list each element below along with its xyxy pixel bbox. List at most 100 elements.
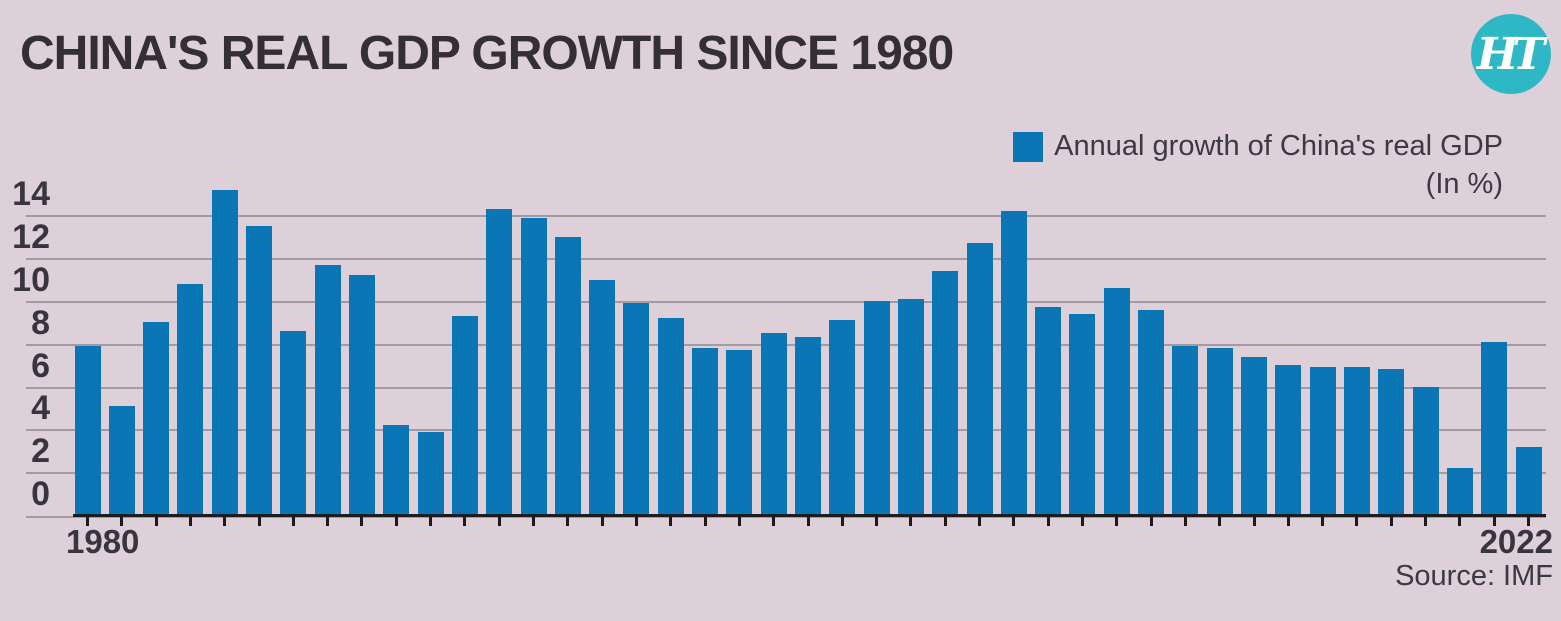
x-tick [840, 514, 844, 526]
bar [1241, 357, 1268, 515]
y-axis-label: 4 [31, 389, 50, 428]
ht-logo: HT [1471, 14, 1551, 94]
x-tick [223, 514, 227, 526]
bar [897, 299, 924, 515]
x-tick [875, 514, 879, 526]
ht-logo-text: HT [1476, 28, 1545, 80]
gridline [26, 258, 1546, 261]
bar [1343, 367, 1370, 515]
x-tick [1355, 514, 1359, 526]
bar [1206, 348, 1233, 515]
bar [1138, 310, 1165, 515]
x-tick [1286, 514, 1290, 526]
x-axis-label-first: 1980 [66, 523, 140, 560]
bar [1481, 342, 1508, 515]
x-tick [978, 514, 982, 526]
bar [314, 265, 341, 515]
x-tick [806, 514, 810, 526]
x-tick [1183, 514, 1187, 526]
x-tick [497, 514, 501, 526]
x-tick [291, 514, 295, 526]
legend: Annual growth of China's real GDP (In %) [1013, 130, 1503, 201]
x-tick [909, 514, 913, 526]
bar [657, 318, 684, 515]
x-tick [1458, 514, 1462, 526]
bar [1378, 369, 1405, 515]
x-tick [1080, 514, 1084, 526]
bar [417, 432, 444, 515]
x-tick [566, 514, 570, 526]
x-tick [154, 514, 158, 526]
y-axis-label: 8 [31, 303, 50, 342]
bar [1172, 346, 1199, 515]
bar [863, 301, 890, 515]
x-tick [188, 514, 192, 526]
bar [280, 331, 307, 515]
bar [451, 316, 478, 515]
bar [177, 284, 204, 515]
bar [1309, 367, 1336, 515]
bar [1446, 468, 1473, 515]
bar [726, 350, 753, 515]
x-tick [1424, 514, 1428, 526]
x-tick [1527, 514, 1531, 526]
x-tick [429, 514, 433, 526]
gridline [26, 301, 1546, 303]
x-tick [1115, 514, 1119, 526]
x-tick [772, 514, 776, 526]
y-axis-label: 10 [12, 261, 50, 299]
x-tick [669, 514, 673, 526]
x-tick [634, 514, 638, 526]
y-axis-label: 2 [31, 432, 50, 471]
legend-label: Annual growth of China's real GDP [1054, 130, 1503, 162]
x-tick [532, 514, 536, 526]
x-axis-label-last: 2022 [1479, 523, 1553, 560]
x-tick [120, 514, 124, 526]
y-axis-label: 0 [31, 475, 50, 513]
source-note: Source: IMF [1395, 560, 1553, 592]
x-tick [600, 514, 604, 526]
x-tick [703, 514, 707, 526]
x-tick [257, 514, 261, 526]
x-tick [1321, 514, 1325, 526]
x-axis-line [73, 514, 1546, 517]
legend-unit-label: (In %) [1425, 168, 1503, 200]
bar [589, 280, 616, 515]
gridline [26, 215, 1546, 218]
x-tick [943, 514, 947, 526]
x-tick [1149, 514, 1153, 526]
bar [348, 275, 375, 515]
legend-swatch [1013, 131, 1044, 162]
x-tick [326, 514, 330, 526]
bar [1103, 288, 1130, 515]
page-title: CHINA'S REAL GDP GROWTH SINCE 1980 [20, 27, 954, 80]
bar [1412, 387, 1439, 515]
legend-row: Annual growth of China's real GDP [1013, 130, 1503, 163]
y-axis-label: 6 [31, 346, 50, 385]
y-axis-label: 14 [12, 175, 50, 214]
bar [760, 333, 787, 515]
gridline [26, 516, 1546, 518]
bar [966, 243, 993, 515]
bar [829, 320, 856, 515]
bar [74, 346, 101, 515]
bar [211, 190, 238, 515]
bar [795, 337, 821, 515]
bar [554, 237, 581, 515]
bar [932, 271, 959, 515]
x-tick [1218, 514, 1222, 526]
bar [1000, 211, 1027, 515]
bar [143, 322, 170, 515]
bar [1035, 307, 1062, 515]
bar [246, 226, 273, 515]
x-tick [737, 514, 741, 526]
x-tick [463, 514, 467, 526]
x-tick [1492, 514, 1496, 526]
bar [623, 303, 650, 515]
bar [486, 209, 513, 515]
bar [520, 218, 547, 515]
x-tick [1046, 514, 1050, 526]
x-tick [86, 514, 89, 526]
